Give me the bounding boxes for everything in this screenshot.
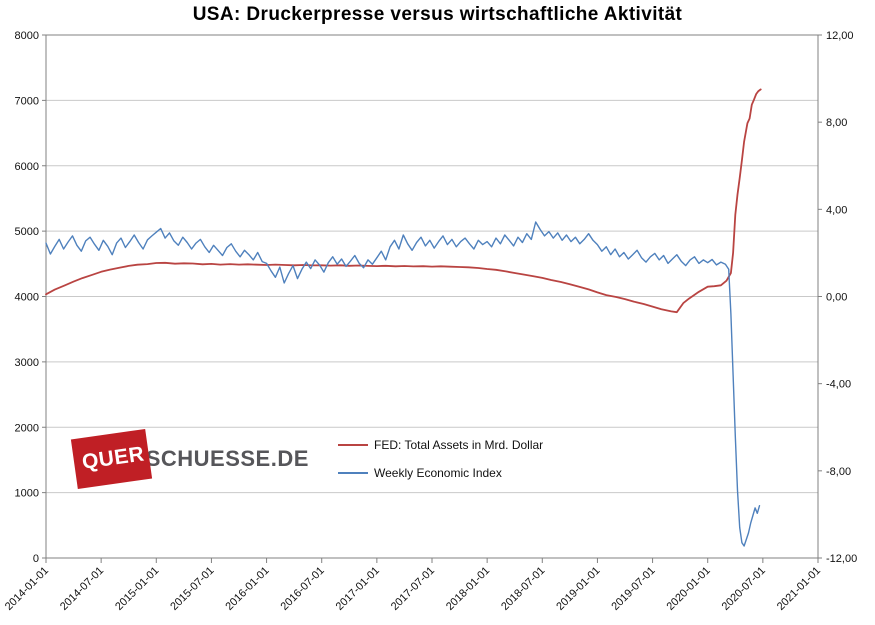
svg-text:4,00: 4,00 (826, 204, 847, 216)
svg-text:2014-01-01: 2014-01-01 (3, 565, 51, 613)
svg-text:4000: 4000 (15, 292, 39, 304)
watermark-text: SCHUESSE.DE (145, 446, 309, 471)
fed-line-swatch (338, 444, 368, 446)
svg-text:0: 0 (33, 553, 39, 565)
svg-text:-8,00: -8,00 (826, 466, 851, 478)
svg-text:2020-07-01: 2020-07-01 (720, 565, 768, 613)
wei-legend-label: Weekly Economic Index (374, 466, 502, 480)
svg-text:2000: 2000 (15, 422, 39, 434)
watermark-logo: QUER SCHUESSE.DE (70, 429, 309, 489)
chart-title: USA: Druckerpresse versus wirtschaftlich… (192, 4, 683, 25)
legend-item-wei: Weekly Economic Index (338, 466, 543, 480)
svg-text:2018-07-01: 2018-07-01 (499, 565, 547, 613)
fed-legend-label: FED: Total Assets in Mrd. Dollar (374, 438, 544, 452)
svg-text:2017-01-01: 2017-01-01 (334, 565, 382, 613)
svg-text:12,00: 12,00 (826, 30, 854, 42)
wei-line-swatch (338, 472, 368, 474)
svg-text:2016-01-01: 2016-01-01 (223, 565, 271, 613)
legend: FED: Total Assets in Mrd. Dollar Weekly … (338, 438, 543, 480)
svg-text:3000: 3000 (15, 357, 39, 369)
svg-text:2014-07-01: 2014-07-01 (58, 565, 106, 613)
svg-text:7000: 7000 (15, 95, 39, 107)
svg-text:2020-01-01: 2020-01-01 (665, 565, 713, 613)
svg-text:-12,00: -12,00 (826, 553, 857, 565)
svg-text:5000: 5000 (15, 226, 39, 238)
svg-text:2018-01-01: 2018-01-01 (444, 565, 492, 613)
svg-text:8000: 8000 (15, 30, 39, 42)
svg-text:6000: 6000 (15, 161, 39, 173)
svg-text:2021-01-01: 2021-01-01 (775, 565, 823, 613)
svg-text:1000: 1000 (15, 488, 39, 500)
svg-text:2016-07-01: 2016-07-01 (279, 565, 327, 613)
svg-text:2015-01-01: 2015-01-01 (113, 565, 161, 613)
svg-text:2017-07-01: 2017-07-01 (389, 565, 437, 613)
svg-text:0,00: 0,00 (826, 292, 847, 304)
svg-text:2019-07-01: 2019-07-01 (609, 565, 657, 613)
svg-text:2015-07-01: 2015-07-01 (168, 565, 216, 613)
svg-text:8,00: 8,00 (826, 117, 847, 129)
legend-item-fed: FED: Total Assets in Mrd. Dollar (338, 438, 543, 452)
svg-text:2019-01-01: 2019-01-01 (554, 565, 602, 613)
watermark-quer-box: QUER (70, 429, 152, 489)
svg-text:-4,00: -4,00 (826, 379, 851, 391)
